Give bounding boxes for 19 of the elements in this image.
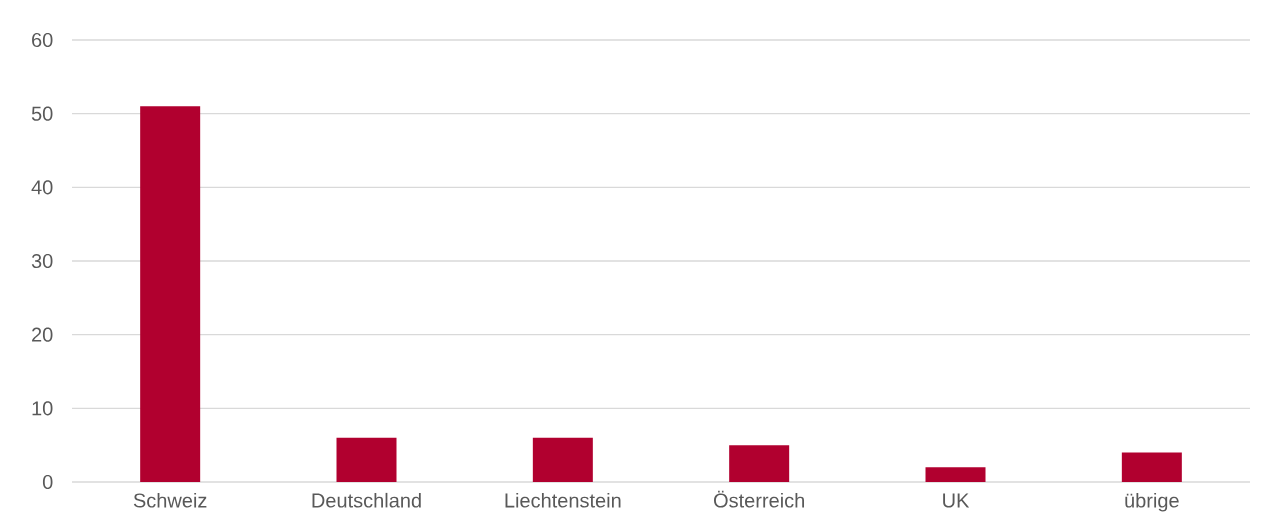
- bar: [729, 445, 790, 482]
- x-tick-label: Österreich: [713, 490, 804, 508]
- y-tick-label: 40: [31, 180, 53, 195]
- y-tick-label: 20: [32, 327, 53, 342]
- bar: [1121, 452, 1182, 482]
- bar: [532, 437, 593, 482]
- bar: [336, 437, 397, 482]
- x-tick-label: Deutschland: [312, 492, 421, 508]
- x-tick-label: übrige: [1125, 492, 1179, 512]
- y-tick-label: 10: [32, 401, 53, 416]
- x-tick-label: Liechtenstein: [505, 492, 621, 508]
- x-tick-label: UK: [943, 493, 970, 508]
- y-tick-label: 30: [31, 253, 53, 269]
- y-tick-label: 0: [42, 474, 53, 490]
- y-tick-label: 50: [31, 106, 53, 121]
- x-tick-label: Schweiz: [133, 492, 207, 508]
- bar: [925, 467, 986, 482]
- bar: [140, 106, 201, 482]
- y-tick-label: 60: [32, 32, 53, 48]
